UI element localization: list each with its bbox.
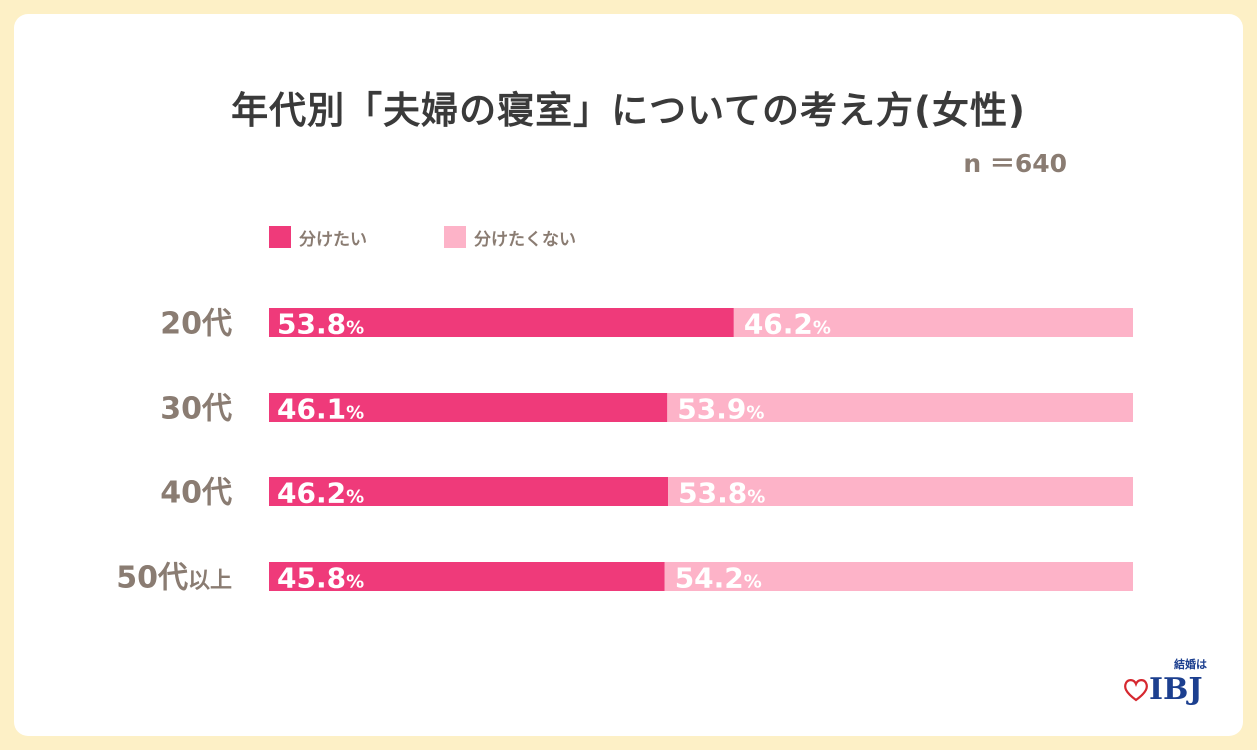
bar-segment-not-want-separate [664,562,1133,591]
bar-segment-not-want-separate [667,393,1133,422]
category-label: 40代 [160,476,232,511]
bar-segment-want-separate [269,393,668,422]
category-label: 50代以上 [116,561,232,596]
data-label: 45.8% [277,562,364,595]
category-label: 30代 [160,392,232,427]
data-label: 53.8% [678,477,765,510]
heart-icon [1124,679,1148,702]
legend-swatch-want-separate [269,226,291,248]
logo-tagline: 結婚は [1174,658,1207,671]
data-label: 53.8% [277,308,364,341]
ibj-logo: 結婚は IBJ [1115,656,1215,720]
logo-name: IBJ [1149,672,1203,707]
legend-item-want-separate: 分けたい [269,224,367,250]
data-label: 53.9% [677,393,764,426]
legend-label-not-want-separate: 分けたくない [474,229,576,250]
data-label: 46.1% [277,393,364,426]
chart-card [14,14,1243,736]
bar-segment-want-separate [269,477,669,506]
bar-segment-want-separate [269,308,734,337]
category-label: 20代 [160,307,232,342]
legend-label-want-separate: 分けたい [299,229,367,250]
bar-segment-not-want-separate [668,477,1133,506]
sample-size: n ＝640 [963,149,1067,178]
data-label: 46.2% [744,308,831,341]
chart-title: 年代別「夫婦の寝室」についての考え方(女性) [231,89,1026,132]
bar-segment-not-want-separate [733,308,1133,337]
legend-item-not-want-separate: 分けたくない [444,224,576,250]
legend-swatch-not-want-separate [444,226,466,248]
bar-segment-want-separate [269,562,665,591]
data-label: 46.2% [277,477,364,510]
data-label: 54.2% [675,562,762,595]
